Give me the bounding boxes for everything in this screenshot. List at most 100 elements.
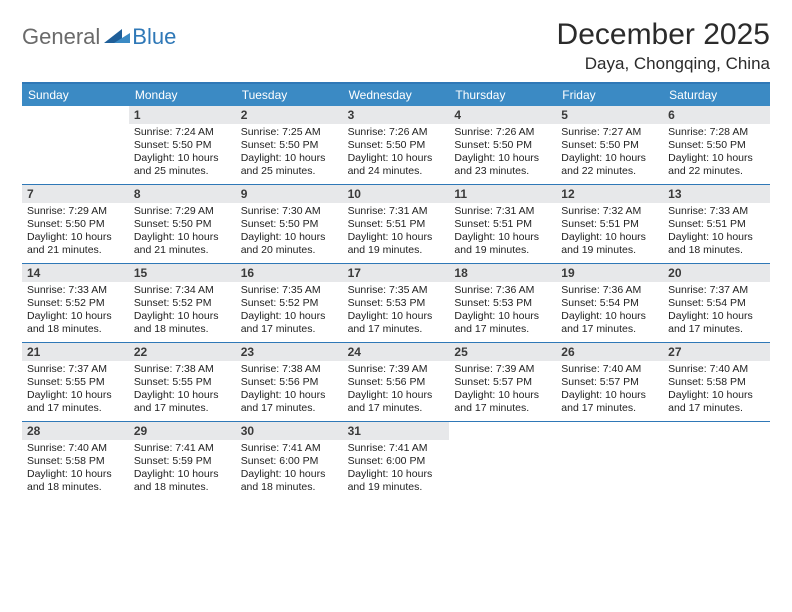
day-number: 26 bbox=[556, 343, 663, 361]
day-number: 9 bbox=[236, 185, 343, 203]
calendar-cell: 27Sunrise: 7:40 AMSunset: 5:58 PMDayligh… bbox=[663, 343, 770, 421]
sunrise-line: Sunrise: 7:26 AM bbox=[348, 126, 446, 139]
sunrise-line: Sunrise: 7:41 AM bbox=[348, 442, 446, 455]
sunset-line: Sunset: 5:50 PM bbox=[668, 139, 766, 152]
sunrise-line: Sunrise: 7:29 AM bbox=[134, 205, 232, 218]
calendar-cell: 25Sunrise: 7:39 AMSunset: 5:57 PMDayligh… bbox=[449, 343, 556, 421]
daylight-line: Daylight: 10 hours and 17 minutes. bbox=[241, 389, 339, 415]
day-detail: Sunrise: 7:36 AMSunset: 5:54 PMDaylight:… bbox=[556, 282, 663, 340]
calendar-cell: 16Sunrise: 7:35 AMSunset: 5:52 PMDayligh… bbox=[236, 264, 343, 342]
calendar-cell: 29Sunrise: 7:41 AMSunset: 5:59 PMDayligh… bbox=[129, 422, 236, 500]
calendar-cell: 2Sunrise: 7:25 AMSunset: 5:50 PMDaylight… bbox=[236, 106, 343, 184]
sunrise-line: Sunrise: 7:36 AM bbox=[454, 284, 552, 297]
day-number: 2 bbox=[236, 106, 343, 124]
day-number: 27 bbox=[663, 343, 770, 361]
sunrise-line: Sunrise: 7:35 AM bbox=[348, 284, 446, 297]
sunrise-line: Sunrise: 7:41 AM bbox=[134, 442, 232, 455]
sunset-line: Sunset: 5:50 PM bbox=[561, 139, 659, 152]
sunset-line: Sunset: 5:50 PM bbox=[27, 218, 125, 231]
day-detail: Sunrise: 7:25 AMSunset: 5:50 PMDaylight:… bbox=[236, 124, 343, 182]
calendar-cell: 23Sunrise: 7:38 AMSunset: 5:56 PMDayligh… bbox=[236, 343, 343, 421]
sunrise-line: Sunrise: 7:28 AM bbox=[668, 126, 766, 139]
calendar-cell: 8Sunrise: 7:29 AMSunset: 5:50 PMDaylight… bbox=[129, 185, 236, 263]
calendar-cell: 24Sunrise: 7:39 AMSunset: 5:56 PMDayligh… bbox=[343, 343, 450, 421]
day-detail: Sunrise: 7:34 AMSunset: 5:52 PMDaylight:… bbox=[129, 282, 236, 340]
sunrise-line: Sunrise: 7:39 AM bbox=[454, 363, 552, 376]
sunrise-line: Sunrise: 7:41 AM bbox=[241, 442, 339, 455]
sunset-line: Sunset: 5:52 PM bbox=[134, 297, 232, 310]
calendar-cell: 30Sunrise: 7:41 AMSunset: 6:00 PMDayligh… bbox=[236, 422, 343, 500]
day-detail: Sunrise: 7:29 AMSunset: 5:50 PMDaylight:… bbox=[22, 203, 129, 261]
daylight-line: Daylight: 10 hours and 18 minutes. bbox=[134, 468, 232, 494]
daylight-line: Daylight: 10 hours and 19 minutes. bbox=[348, 468, 446, 494]
sunrise-line: Sunrise: 7:40 AM bbox=[561, 363, 659, 376]
sunrise-line: Sunrise: 7:37 AM bbox=[668, 284, 766, 297]
weekday-col: Friday bbox=[556, 84, 663, 106]
calendar-cell: 5Sunrise: 7:27 AMSunset: 5:50 PMDaylight… bbox=[556, 106, 663, 184]
calendar-cell: 3Sunrise: 7:26 AMSunset: 5:50 PMDaylight… bbox=[343, 106, 450, 184]
daylight-line: Daylight: 10 hours and 17 minutes. bbox=[561, 310, 659, 336]
sunrise-line: Sunrise: 7:36 AM bbox=[561, 284, 659, 297]
calendar-cell: 11Sunrise: 7:31 AMSunset: 5:51 PMDayligh… bbox=[449, 185, 556, 263]
day-number: 15 bbox=[129, 264, 236, 282]
sunrise-line: Sunrise: 7:32 AM bbox=[561, 205, 659, 218]
day-number: 19 bbox=[556, 264, 663, 282]
day-number: 3 bbox=[343, 106, 450, 124]
sunset-line: Sunset: 5:53 PM bbox=[348, 297, 446, 310]
calendar-cell: 1Sunrise: 7:24 AMSunset: 5:50 PMDaylight… bbox=[129, 106, 236, 184]
day-number bbox=[22, 106, 129, 110]
day-detail: Sunrise: 7:38 AMSunset: 5:55 PMDaylight:… bbox=[129, 361, 236, 419]
day-detail: Sunrise: 7:28 AMSunset: 5:50 PMDaylight:… bbox=[663, 124, 770, 182]
day-detail: Sunrise: 7:41 AMSunset: 5:59 PMDaylight:… bbox=[129, 440, 236, 498]
daylight-line: Daylight: 10 hours and 17 minutes. bbox=[241, 310, 339, 336]
calendar-week: 21 Sunrise: 7:37 AM Sunset: 5:55 PM Dayligh… bbox=[22, 342, 770, 421]
daylight-line: Daylight: 10 hours and 17 minutes. bbox=[348, 389, 446, 415]
sunrise-line: Sunrise: 7:33 AM bbox=[668, 205, 766, 218]
weekday-col: Wednesday bbox=[343, 84, 450, 106]
day-detail: Sunrise: 7:33 AMSunset: 5:52 PMDaylight:… bbox=[22, 282, 129, 340]
day-detail: Sunrise: 7:35 AMSunset: 5:53 PMDaylight:… bbox=[343, 282, 450, 340]
daylight-line: Daylight: 10 hours and 17 minutes. bbox=[454, 310, 552, 336]
location-label: Daya, Chongqing, China bbox=[557, 54, 770, 74]
brand-part1: General bbox=[22, 24, 100, 50]
daylight-line: Daylight: 10 hours and 22 minutes. bbox=[561, 152, 659, 178]
daylight-line: Daylight: 10 hours and 17 minutes. bbox=[27, 389, 125, 415]
daylight-line: Daylight: 10 hours and 19 minutes. bbox=[348, 231, 446, 257]
sunset-line: Sunset: 5:52 PM bbox=[27, 297, 125, 310]
day-number: 1 bbox=[129, 106, 236, 124]
sunrise-line: Sunrise: 7:37 AM bbox=[27, 363, 125, 376]
calendar-cell: 15Sunrise: 7:34 AMSunset: 5:52 PMDayligh… bbox=[129, 264, 236, 342]
daylight-line: Daylight: 10 hours and 18 minutes. bbox=[134, 310, 232, 336]
calendar-cell: 10Sunrise: 7:31 AMSunset: 5:51 PMDayligh… bbox=[343, 185, 450, 263]
sunset-line: Sunset: 5:58 PM bbox=[27, 455, 125, 468]
day-number: 24 bbox=[343, 343, 450, 361]
calendar-week: 7Sunrise: 7:29 AMSunset: 5:50 PMDaylight… bbox=[22, 184, 770, 263]
sunrise-line: Sunrise: 7:39 AM bbox=[348, 363, 446, 376]
sunrise-line: Sunrise: 7:31 AM bbox=[454, 205, 552, 218]
daylight-line: Daylight: 10 hours and 17 minutes. bbox=[668, 310, 766, 336]
day-number: 21 bbox=[22, 343, 129, 361]
day-detail: Sunrise: 7:40 AMSunset: 5:58 PMDaylight:… bbox=[663, 361, 770, 419]
sunset-line: Sunset: 5:50 PM bbox=[134, 139, 232, 152]
sunset-line: Sunset: 5:52 PM bbox=[241, 297, 339, 310]
sunset-line: Sunset: 5:50 PM bbox=[241, 139, 339, 152]
day-number: 7 bbox=[22, 185, 129, 203]
calendar-cell: 21Sunrise: 7:37 AMSunset: 5:55 PMDayligh… bbox=[22, 343, 129, 421]
daylight-line: Daylight: 10 hours and 21 minutes. bbox=[27, 231, 125, 257]
day-detail: Sunrise: 7:30 AMSunset: 5:50 PMDaylight:… bbox=[236, 203, 343, 261]
calendar-cell: 22Sunrise: 7:38 AMSunset: 5:55 PMDayligh… bbox=[129, 343, 236, 421]
day-number: 18 bbox=[449, 264, 556, 282]
sunset-line: Sunset: 5:55 PM bbox=[134, 376, 232, 389]
title-block: December 2025 Daya, Chongqing, China bbox=[557, 18, 770, 74]
day-detail: Sunrise: 7:24 AMSunset: 5:50 PMDaylight:… bbox=[129, 124, 236, 182]
sunset-line: Sunset: 5:53 PM bbox=[454, 297, 552, 310]
day-detail: Sunrise: 7:31 AMSunset: 5:51 PMDaylight:… bbox=[449, 203, 556, 261]
sunset-line: Sunset: 5:57 PM bbox=[454, 376, 552, 389]
weekday-col: Saturday bbox=[663, 84, 770, 106]
sunrise-line: Sunrise: 7:30 AM bbox=[241, 205, 339, 218]
sunset-line: Sunset: 5:50 PM bbox=[348, 139, 446, 152]
sunrise-line: Sunrise: 7:24 AM bbox=[134, 126, 232, 139]
daylight-line: Daylight: 10 hours and 25 minutes. bbox=[241, 152, 339, 178]
calendar-cell bbox=[556, 422, 663, 500]
day-number: 29 bbox=[129, 422, 236, 440]
